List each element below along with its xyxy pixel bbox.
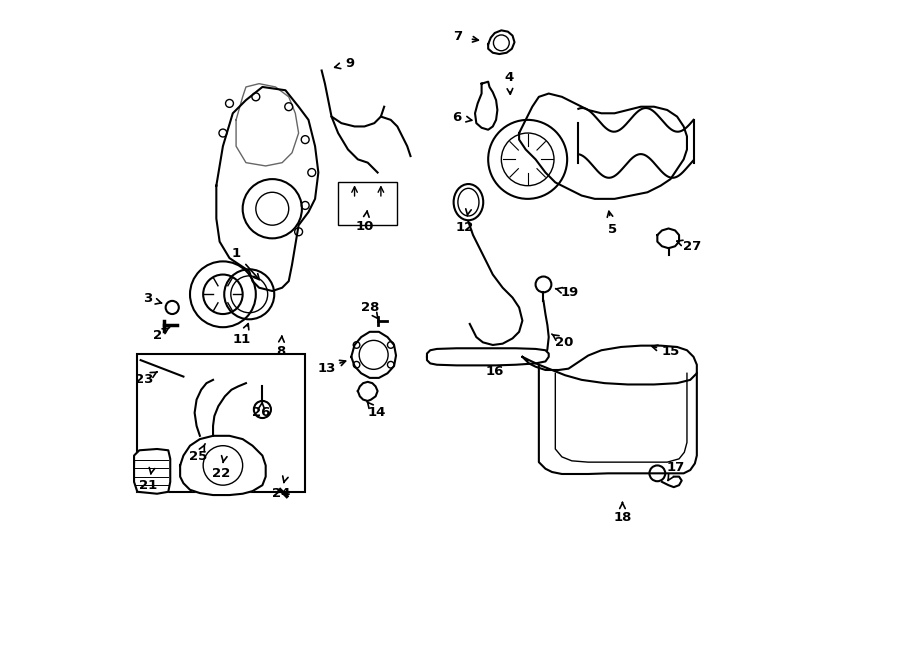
Text: 12: 12: [456, 221, 474, 233]
Text: 23: 23: [135, 373, 153, 386]
Text: 19: 19: [561, 286, 579, 299]
Text: 24: 24: [272, 487, 290, 500]
Text: 26: 26: [252, 407, 270, 419]
Text: 17: 17: [667, 461, 685, 474]
Text: 25: 25: [189, 450, 208, 463]
Text: 4: 4: [505, 71, 514, 83]
Text: 9: 9: [346, 57, 355, 70]
Polygon shape: [134, 449, 170, 494]
Polygon shape: [522, 346, 697, 385]
Polygon shape: [427, 348, 549, 366]
Text: 15: 15: [662, 345, 680, 358]
Text: 10: 10: [356, 220, 374, 233]
Polygon shape: [180, 436, 266, 495]
Text: 13: 13: [317, 362, 336, 375]
Text: 18: 18: [613, 511, 632, 524]
Text: 27: 27: [683, 240, 701, 253]
Text: 1: 1: [231, 247, 240, 260]
Text: 14: 14: [367, 407, 385, 419]
Text: 7: 7: [454, 30, 463, 44]
Text: 21: 21: [140, 479, 158, 492]
Bar: [338, 182, 397, 225]
Text: 2: 2: [152, 329, 162, 342]
Text: 3: 3: [142, 292, 152, 305]
Text: 5: 5: [608, 223, 617, 236]
Text: 28: 28: [361, 301, 379, 314]
Text: 16: 16: [486, 366, 504, 379]
Text: 11: 11: [233, 333, 251, 346]
Text: 8: 8: [276, 345, 285, 358]
Text: 22: 22: [212, 467, 230, 481]
Text: 20: 20: [554, 336, 573, 349]
Text: 6: 6: [452, 111, 461, 124]
Bar: [138, 354, 305, 492]
